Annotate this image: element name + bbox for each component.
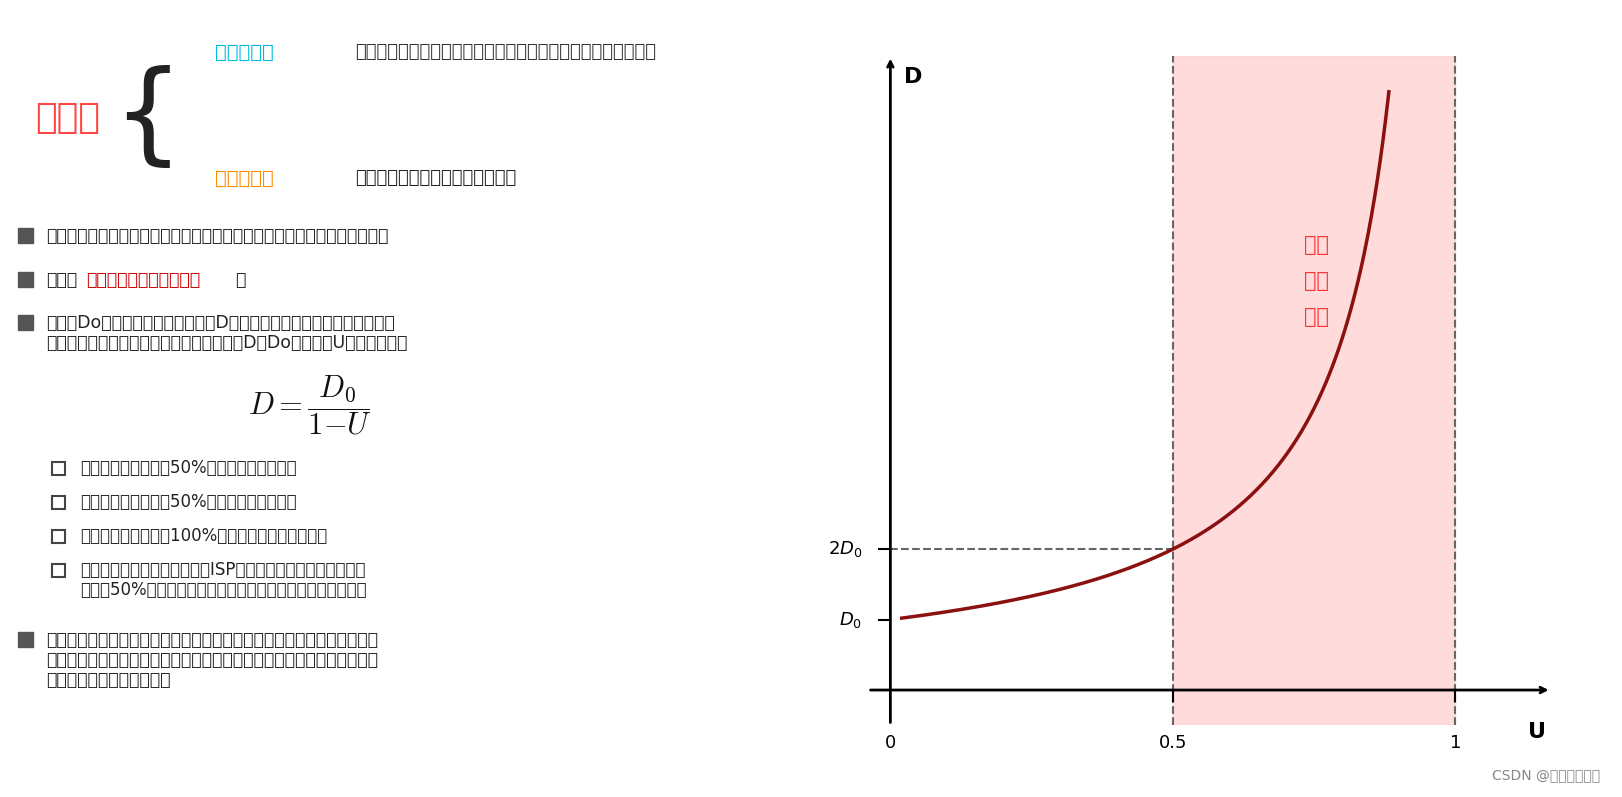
Text: 用来表示某信道有百分之几的时间是被利用的（有数据通过）。: 用来表示某信道有百分之几的时间是被利用的（有数据通过）。 [355, 43, 655, 61]
Text: 当网络的利用率达到50%时，时延就要加倍；: 当网络的利用率达到50%时，时延就要加倍； [79, 459, 297, 477]
Text: 因此，一些拥有较大主干网的ISP通常会控制它们的信道利用率: 因此，一些拥有较大主干网的ISP通常会控制它们的信道利用率 [79, 561, 365, 579]
Text: ；: ； [235, 271, 245, 289]
Bar [52, 496, 65, 509]
Text: 1: 1 [1450, 734, 1461, 752]
Text: 假定条件下，可以用下面的简单公式来表示D、Do和利用率U之间的关系：: 假定条件下，可以用下面的简单公式来表示D、Do和利用率U之间的关系： [45, 334, 407, 352]
Text: U: U [1528, 722, 1546, 742]
Text: 当网络的利用率接近100%时，时延就趋于无穷大；: 当网络的利用率接近100%时，时延就趋于无穷大； [79, 527, 328, 545]
Text: CSDN @行稳方能走远: CSDN @行稳方能走远 [1492, 768, 1599, 782]
Text: 信道利用率并非越高越好: 信道利用率并非越高越好 [86, 271, 201, 289]
Text: 时延
急剧
增大: 时延 急剧 增大 [1304, 235, 1330, 328]
Bar [52, 462, 65, 475]
Text: 全网络的信道利用率的加权平均。: 全网络的信道利用率的加权平均。 [355, 169, 516, 187]
Bar [52, 564, 65, 577]
Bar [18, 228, 32, 243]
Text: 保持在一个合理的范围内。: 保持在一个合理的范围内。 [45, 671, 170, 689]
Text: 0.5: 0.5 [1158, 734, 1187, 752]
Text: 利用率: 利用率 [36, 101, 101, 135]
Text: D: D [905, 67, 923, 87]
Bar [18, 315, 32, 330]
Text: $D_0$: $D_0$ [839, 610, 863, 630]
Text: $2D_0$: $2D_0$ [827, 539, 863, 559]
Bar [18, 632, 32, 647]
Bar [1173, 56, 1455, 725]
Bar [52, 530, 65, 543]
Text: 因此，: 因此， [45, 271, 78, 289]
Text: 0: 0 [884, 734, 895, 752]
Text: 信道利用率: 信道利用率 [216, 42, 274, 61]
Text: 当网络的利用率超过50%时，时延急剧增大；: 当网络的利用率超过50%时，时延急剧增大； [79, 493, 297, 511]
Text: 不超过50%。如果超过了，就要准备扩容，增大线路的带宽。: 不超过50%。如果超过了，就要准备扩容，增大线路的带宽。 [79, 581, 367, 599]
Text: 如果令Do表示网络空闲时的时延，D表示网络当前的时延，那么在适当的: 如果令Do表示网络空闲时的时延，D表示网络当前的时延，那么在适当的 [45, 314, 394, 332]
Text: {: { [112, 65, 183, 171]
Text: 网络利用率: 网络利用率 [216, 168, 274, 187]
Text: 也不能使信道利用率太低，这会使宝贵的通信资源被白白浪费。应该使用: 也不能使信道利用率太低，这会使宝贵的通信资源被白白浪费。应该使用 [45, 631, 378, 649]
Text: 根据排队论，当某信道的利用率增大时，该信道引起的时延也会迅速增加；: 根据排队论，当某信道的利用率增大时，该信道引起的时延也会迅速增加； [45, 227, 388, 245]
Text: $D{=}\dfrac{D_0}{1{-}U}$: $D{=}\dfrac{D_0}{1{-}U}$ [248, 373, 371, 437]
Bar [18, 272, 32, 287]
Text: 一些机制，可以根据情况动态调整输入到网络中的通信量，使网络利用率: 一些机制，可以根据情况动态调整输入到网络中的通信量，使网络利用率 [45, 651, 378, 669]
